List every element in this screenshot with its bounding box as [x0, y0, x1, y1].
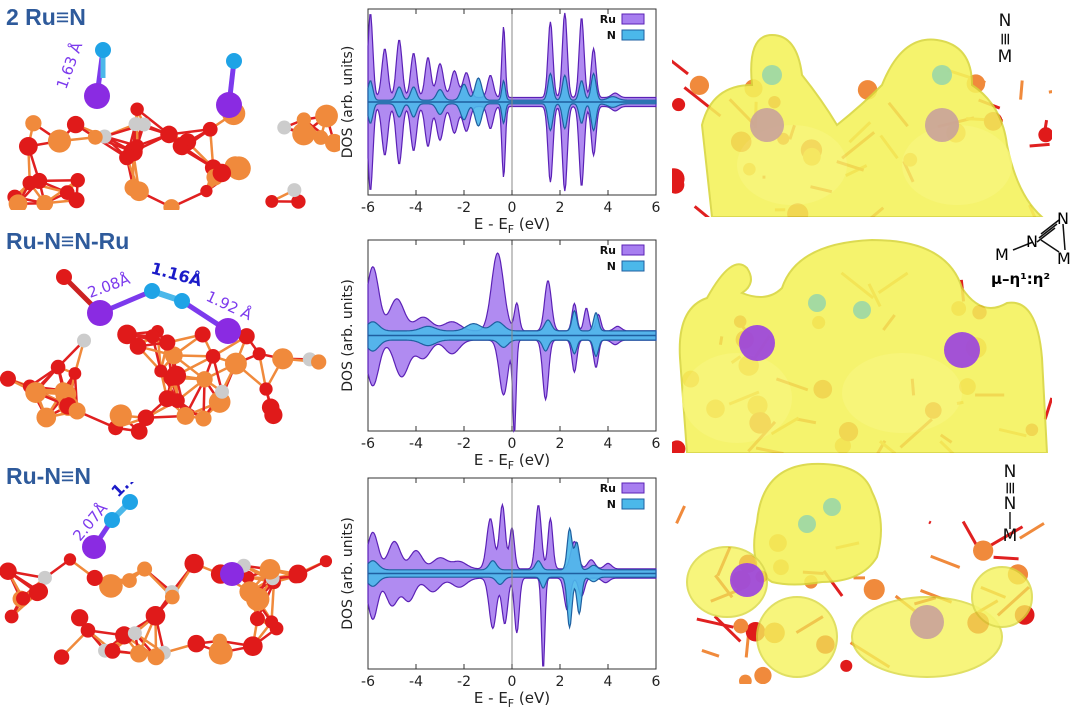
- isosurface-blob: [700, 33, 1044, 217]
- x-tick-label: -2: [457, 674, 471, 690]
- isosurface-blob: [686, 462, 1033, 678]
- x-tick-label: 4: [604, 200, 613, 216]
- notation-triple-bond: ≡: [1000, 480, 1020, 496]
- charge-density-ru-n-n: [675, 462, 1045, 684]
- dos-chart-2ru-n: -6 -4 -2 0 2 4 6 E - EF (eV) DOS (arb. units) Ru N: [340, 8, 661, 235]
- x-tick-label: -4: [409, 200, 423, 216]
- legend-swatch-n: [621, 260, 645, 272]
- y-axis-label: DOS (arb. units): [340, 517, 356, 630]
- adsorbate-ru-n-2: [216, 53, 242, 118]
- notation-n: N: [998, 11, 1012, 31]
- x-tick-label: 4: [604, 674, 613, 690]
- adsorbate-markers: [750, 65, 959, 142]
- notation-m-left: M: [995, 245, 1009, 264]
- legend-label-ru: Ru: [600, 482, 616, 495]
- legend-swatch-ru: [621, 482, 645, 494]
- x-tick-label: 2: [556, 436, 565, 452]
- dos-chart-ru-n-n-ru: -6 -4 -2 0 2 4 6 E - EF (eV) DOS (arb. units) Ru N: [340, 239, 661, 471]
- x-axis-label: E - EF (eV): [474, 215, 550, 235]
- adsorbate-bridging-n2: [56, 269, 241, 344]
- adsorbate-markers: [739, 294, 980, 368]
- x-tick-label: 4: [604, 436, 613, 452]
- legend-label-n: N: [607, 260, 616, 273]
- dos-band-n: [367, 526, 657, 630]
- notation-hapticity: μ–η¹:η²: [991, 270, 1050, 288]
- notation-m-right: M: [1057, 249, 1071, 268]
- oxide-lattice: [0, 324, 327, 440]
- x-tick-label: -2: [457, 200, 471, 216]
- charge-density-2ru-n: [672, 33, 1052, 217]
- x-tick-label: -6: [361, 200, 375, 216]
- bonding-notation-end-on: N ≡ N | M: [990, 462, 1030, 546]
- notation-n-top: N: [1003, 462, 1017, 482]
- x-tick-label: -4: [409, 674, 423, 690]
- x-tick-label: -6: [361, 436, 375, 452]
- x-axis-label: E - EF (eV): [474, 451, 550, 471]
- legend-swatch-ru: [621, 244, 645, 256]
- x-tick-label: 2: [556, 200, 565, 216]
- adsorbate-end-on-n2: [82, 494, 244, 586]
- x-tick-label: 0: [508, 200, 517, 216]
- legend-label-n: N: [607, 29, 616, 42]
- notation-m: M: [997, 47, 1013, 67]
- x-tick-label: -4: [409, 436, 423, 452]
- legend-swatch-ru: [621, 13, 645, 25]
- x-tick-label: -2: [457, 436, 471, 452]
- notation-triple-bond: ≡: [995, 31, 1015, 47]
- notation-n-bottom: N: [1003, 494, 1017, 514]
- adsorbate-ru-n-1: [84, 42, 111, 109]
- x-tick-label: 6: [652, 436, 661, 452]
- x-tick-label: 6: [652, 200, 661, 216]
- bond-length-label: 1.63 Å: [52, 39, 87, 92]
- bond-length-label-ru-n: 2.08Å: [85, 269, 133, 302]
- panel-title-ru-n-n: Ru-N≡N: [6, 463, 91, 489]
- legend-swatch-n: [621, 498, 645, 510]
- legend-label-ru: Ru: [600, 244, 616, 257]
- isosurface-blob: [678, 238, 1049, 453]
- atomic-structure-ru-n-n: 2.07Å 1.12Å: [0, 482, 333, 666]
- bonding-notation-terminal: N ≡ M: [985, 12, 1025, 66]
- x-tick-label: 6: [652, 674, 661, 690]
- y-axis-label: DOS (arb. units): [340, 46, 356, 159]
- x-tick-label: -6: [361, 674, 375, 690]
- panel-title-2ru-n: 2 Ru≡N: [6, 4, 86, 30]
- oxide-lattice: [7, 102, 340, 210]
- x-tick-label: 2: [556, 674, 565, 690]
- x-axis-label: E - EF (eV): [474, 689, 550, 709]
- oxide-lattice: [0, 553, 333, 666]
- atomic-structure-ru-n-n-ru: 2.08Å 1.16Å 1.92 Å: [0, 259, 327, 440]
- legend-label-ru: Ru: [600, 13, 616, 26]
- bonding-notation-bridge: M N N M μ–η¹:η²: [991, 212, 1071, 288]
- notation-n-right: N: [1057, 212, 1069, 228]
- adsorbate-markers: [730, 498, 944, 639]
- notation-m: M: [1002, 526, 1018, 546]
- notation-single-bond: |: [1007, 510, 1013, 530]
- legend-label-n: N: [607, 498, 616, 511]
- charge-density-ru-n-n-ru: [672, 238, 1052, 453]
- notation-n-left: N: [1026, 232, 1038, 251]
- legend-swatch-n: [621, 29, 645, 41]
- atomic-structure-2ru-n: 1.63 Å: [7, 39, 340, 210]
- x-tick-label: 0: [508, 674, 517, 690]
- panel-title-ru-n-n-ru: Ru-N≡N-Ru: [6, 228, 130, 254]
- x-tick-label: 0: [508, 436, 517, 452]
- dos-chart-ru-n-n: -6 -4 -2 0 2 4 6 E - EF (eV) DOS (arb. units) Ru N: [340, 477, 661, 709]
- y-axis-label: DOS (arb. units): [340, 279, 356, 392]
